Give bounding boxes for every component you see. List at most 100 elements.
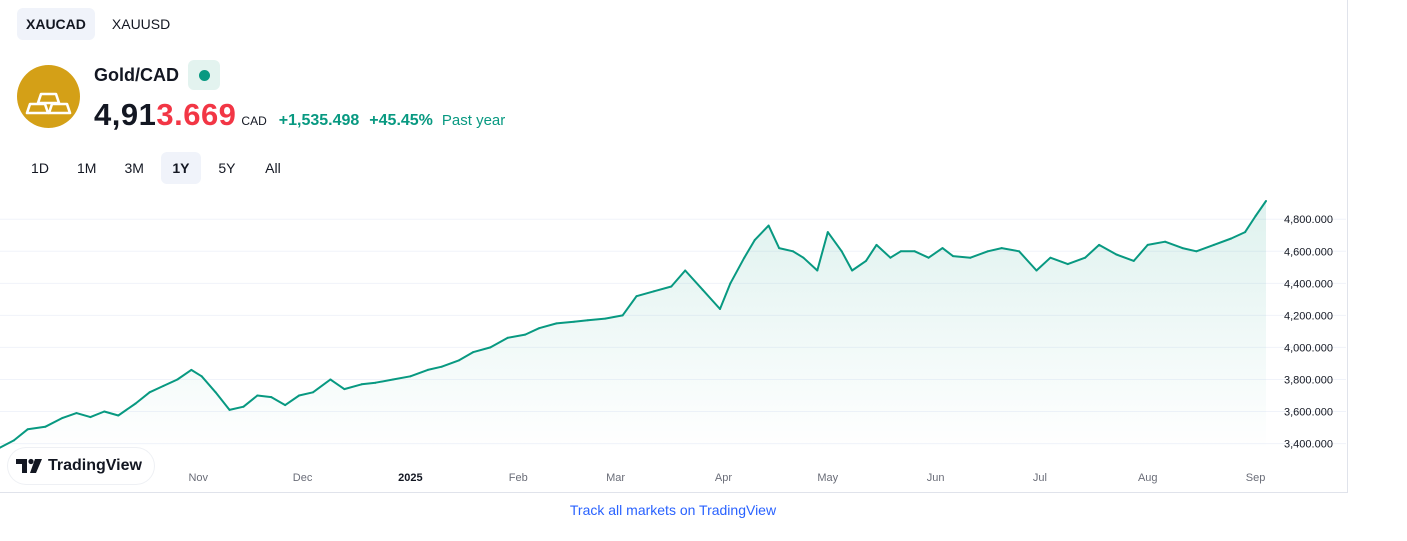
- data-point: [458, 359, 461, 362]
- data-point: [270, 396, 273, 399]
- data-point: [1265, 200, 1267, 202]
- data-point: [743, 256, 746, 259]
- gold-bars-icon: [17, 65, 80, 128]
- data-point: [44, 425, 47, 428]
- data-point: [242, 405, 245, 408]
- data-point: [952, 255, 954, 258]
- data-point: [392, 378, 394, 381]
- data-point: [489, 346, 492, 349]
- symbol-tabs: XAUCAD XAUUSD: [17, 8, 179, 40]
- x-tick-label: Jul: [1033, 472, 1047, 484]
- tradingview-label: TradingView: [48, 457, 142, 474]
- data-point: [1000, 247, 1003, 250]
- data-point: [816, 269, 819, 272]
- x-tick-label: Aug: [1138, 472, 1158, 484]
- data-point: [802, 256, 805, 259]
- data-point: [753, 239, 756, 242]
- data-point: [875, 243, 878, 246]
- data-point: [75, 412, 78, 415]
- data-point: [440, 365, 443, 368]
- data-point: [12, 439, 15, 442]
- track-markets-link[interactable]: Track all markets on TradingView: [569, 502, 777, 518]
- live-dot-icon: [199, 70, 210, 81]
- symbol-name: Gold/CAD: [94, 64, 179, 85]
- data-point: [899, 250, 902, 253]
- data-point: [176, 378, 179, 381]
- tab-xaucad[interactable]: XAUCAD: [17, 8, 95, 40]
- data-point: [1230, 237, 1233, 240]
- data-point: [621, 314, 624, 317]
- range-5y[interactable]: 5Y: [218, 160, 236, 176]
- price-widget: XAUCAD XAUUSD Gold/CAD 4,91 3.669 CAD +1,…: [0, 0, 1348, 493]
- data-point: [941, 247, 944, 250]
- data-point: [214, 391, 217, 394]
- y-tick-label: 3,400.000: [1284, 439, 1333, 451]
- currency-label: CAD: [241, 114, 267, 128]
- data-point: [472, 351, 474, 354]
- data-point: [1018, 250, 1021, 253]
- data-point: [228, 408, 231, 411]
- y-tick-label: 4,600.000: [1284, 246, 1333, 258]
- symbol-name-row: Gold/CAD: [94, 60, 220, 90]
- data-point: [1084, 256, 1087, 259]
- tab-xauusd[interactable]: XAUUSD: [111, 16, 171, 32]
- range-tabs: 1D 1M 3M 1Y 5Y All: [20, 152, 293, 184]
- range-all[interactable]: All: [265, 160, 281, 176]
- data-point: [117, 414, 120, 417]
- x-tick-label: Nov: [188, 472, 208, 484]
- price-area: [0, 201, 1266, 450]
- data-point: [1066, 263, 1069, 266]
- range-3m[interactable]: 3M: [124, 160, 144, 176]
- data-point: [778, 247, 781, 250]
- data-point: [684, 269, 687, 272]
- data-point: [652, 290, 655, 293]
- x-tick-label: 2025: [398, 472, 422, 484]
- data-point: [889, 256, 892, 259]
- market-status-badge[interactable]: [188, 60, 220, 90]
- price-chart[interactable]: 3,400.000 3,600.000 3,800.000 4,000.000 4,20…: [0, 196, 1346, 492]
- data-point: [1035, 269, 1038, 272]
- data-point: [913, 250, 916, 253]
- x-tick-label: Mar: [606, 472, 625, 484]
- data-point: [840, 250, 843, 253]
- tradingview-badge[interactable]: TradingView: [8, 448, 154, 484]
- change-absolute: +1,535.498: [278, 112, 360, 129]
- data-point: [719, 308, 721, 310]
- data-point: [670, 285, 673, 288]
- price-row: 4,91 3.669 CAD +1,535.498 +45.45% Past ye…: [94, 97, 505, 133]
- data-point: [1195, 250, 1198, 253]
- data-point: [635, 295, 638, 298]
- data-point: [986, 250, 989, 253]
- data-point: [298, 394, 301, 397]
- data-point: [312, 391, 314, 394]
- tradingview-logo-icon: [16, 458, 42, 473]
- data-point: [1212, 243, 1215, 246]
- x-tick-label: Feb: [509, 472, 528, 484]
- range-1y[interactable]: 1Y: [160, 152, 201, 184]
- data-point: [506, 336, 509, 339]
- data-point: [767, 224, 770, 227]
- x-tick-label: May: [817, 472, 838, 484]
- y-tick-label: 4,400.000: [1284, 278, 1333, 290]
- data-point: [729, 282, 732, 285]
- data-point: [256, 394, 259, 397]
- data-point: [190, 368, 193, 371]
- data-point: [1146, 243, 1149, 246]
- data-point: [927, 256, 930, 259]
- y-tick-label: 4,200.000: [1284, 310, 1333, 322]
- data-point: [586, 319, 589, 322]
- data-point: [538, 327, 541, 330]
- range-1m[interactable]: 1M: [77, 160, 97, 176]
- data-point: [1164, 240, 1167, 243]
- x-tick-label: Sep: [1246, 472, 1266, 484]
- data-point: [89, 416, 92, 419]
- price-tail: 3.669: [156, 97, 237, 132]
- data-point: [360, 383, 363, 386]
- data-point: [524, 333, 527, 336]
- x-tick-label: Jun: [927, 472, 945, 484]
- data-point: [26, 428, 29, 431]
- change-percent: +45.45%: [369, 112, 433, 129]
- range-1d[interactable]: 1D: [31, 160, 49, 176]
- data-point: [148, 391, 151, 394]
- data-point: [851, 269, 854, 272]
